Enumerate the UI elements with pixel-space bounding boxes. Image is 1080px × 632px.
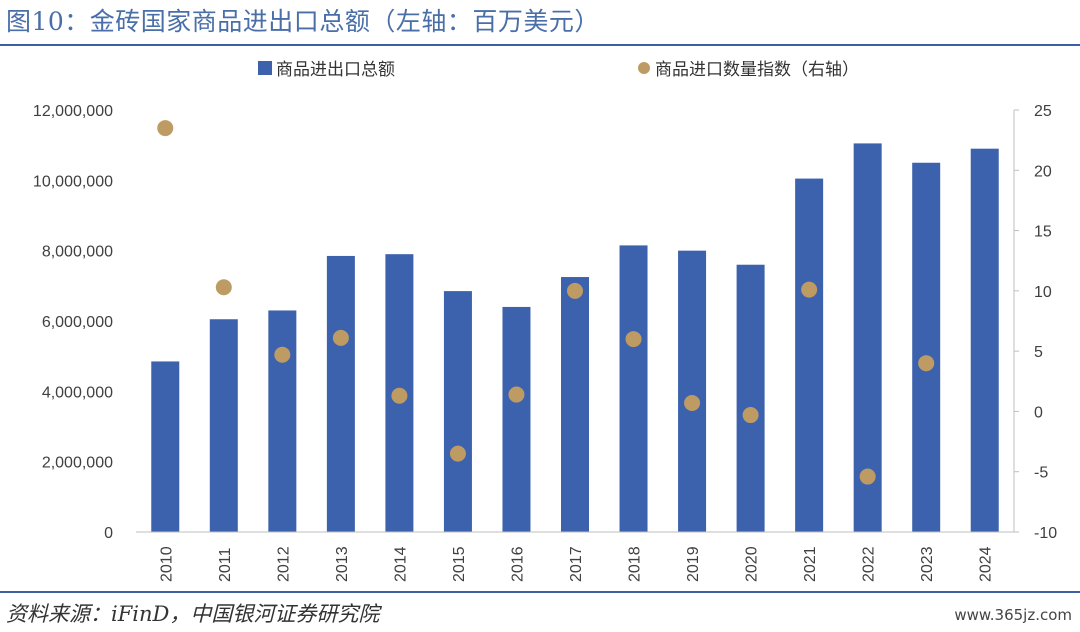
bar-2021 bbox=[795, 178, 824, 532]
bar-2016 bbox=[502, 306, 531, 532]
chart-title: 图10：金砖国家商品进出口总额（左轴：百万美元） bbox=[6, 7, 600, 36]
right-tick-label: 20 bbox=[1034, 163, 1052, 180]
bar-2015 bbox=[443, 291, 472, 532]
x-tick-label: 2010 bbox=[158, 546, 175, 582]
dot-series bbox=[157, 120, 935, 485]
dot-2016 bbox=[508, 386, 525, 403]
left-tick-label: 8,000,000 bbox=[42, 244, 113, 261]
x-tick-label: 2023 bbox=[919, 546, 936, 582]
bar-2018 bbox=[619, 245, 648, 532]
x-tick-label: 2024 bbox=[978, 546, 995, 582]
right-tick-label: 15 bbox=[1034, 224, 1052, 241]
left-tick-label: 0 bbox=[104, 525, 113, 542]
right-tick-label: -10 bbox=[1034, 525, 1057, 542]
bar-2022 bbox=[853, 143, 882, 533]
left-tick-label: 6,000,000 bbox=[42, 314, 113, 331]
legend: 商品进出口总额 商品进口数量指数（右轴） bbox=[258, 60, 859, 80]
bar-2017 bbox=[561, 277, 589, 532]
dot-2015 bbox=[449, 445, 466, 462]
dot-2010 bbox=[157, 120, 174, 137]
right-tick-label: 0 bbox=[1034, 404, 1043, 421]
dot-2021 bbox=[801, 281, 818, 298]
chart-area: 商品进出口总额 商品进口数量指数（右轴） 12,000,000 10,000,000… bbox=[33, 60, 1057, 582]
x-tick-label: 2017 bbox=[568, 546, 585, 582]
dot-2017 bbox=[567, 282, 583, 299]
footer-rule bbox=[0, 591, 1080, 593]
left-tick-label: 2,000,000 bbox=[42, 455, 113, 472]
x-tick-label: 2014 bbox=[392, 546, 409, 582]
dot-2013 bbox=[332, 329, 349, 346]
bar-2010 bbox=[151, 361, 180, 532]
legend-bar-label: 商品进出口总额 bbox=[276, 60, 395, 80]
dot-2018 bbox=[625, 331, 642, 348]
x-tick-label: 2016 bbox=[509, 546, 526, 582]
x-tick-label: 2013 bbox=[334, 546, 351, 582]
dot-2014 bbox=[391, 387, 408, 404]
x-tick-label: 2021 bbox=[802, 546, 819, 582]
bar-2023 bbox=[912, 162, 941, 532]
dot-2020 bbox=[742, 407, 759, 424]
bar-series bbox=[151, 143, 999, 533]
right-tick-label: 25 bbox=[1034, 103, 1052, 120]
left-axis: 12,000,000 10,000,000 8,000,000 6,000,000 4,… bbox=[33, 103, 113, 542]
dot-2019 bbox=[684, 394, 701, 411]
legend-bar-swatch bbox=[258, 61, 272, 75]
x-tick-label: 2022 bbox=[861, 546, 878, 582]
watermark: www.365jz.com bbox=[954, 606, 1072, 624]
x-tick-label: 2012 bbox=[275, 546, 292, 582]
bar-2012 bbox=[268, 310, 297, 532]
title-rule bbox=[0, 44, 1080, 46]
bar-2024 bbox=[970, 148, 999, 532]
x-tick-label: 2011 bbox=[217, 547, 234, 582]
left-tick-label: 12,000,000 bbox=[33, 103, 113, 120]
legend-dot-swatch bbox=[638, 62, 650, 74]
bar-2020 bbox=[736, 264, 765, 532]
dot-2023 bbox=[918, 355, 935, 372]
dot-2011 bbox=[215, 279, 232, 296]
left-tick-label: 10,000,000 bbox=[33, 173, 113, 190]
right-tick-label: 10 bbox=[1034, 284, 1052, 301]
dot-2012 bbox=[274, 346, 291, 363]
source-note: 资料来源：iFinD，中国银河证券研究院 bbox=[6, 602, 380, 626]
legend-dot-label: 商品进口数量指数（右轴） bbox=[655, 60, 859, 80]
dot-2022 bbox=[859, 468, 876, 485]
x-tick-label: 2018 bbox=[627, 546, 644, 582]
x-tick-label: 2019 bbox=[685, 546, 702, 582]
right-tick-label: -5 bbox=[1034, 465, 1048, 482]
right-axis: 25 20 15 10 5 0 -5 -10 bbox=[1013, 103, 1057, 542]
right-tick-label: 5 bbox=[1034, 344, 1043, 361]
bar-2011 bbox=[209, 319, 238, 532]
x-tick-label: 2015 bbox=[451, 546, 468, 582]
left-tick-label: 4,000,000 bbox=[42, 384, 113, 401]
bar-2019 bbox=[678, 250, 707, 532]
x-tick-label: 2020 bbox=[744, 546, 761, 582]
bar-2013 bbox=[326, 255, 355, 533]
x-axis: 2010 2011 2012 2013 2014 2015 2016 2017 2018 2019… bbox=[136, 531, 1014, 582]
